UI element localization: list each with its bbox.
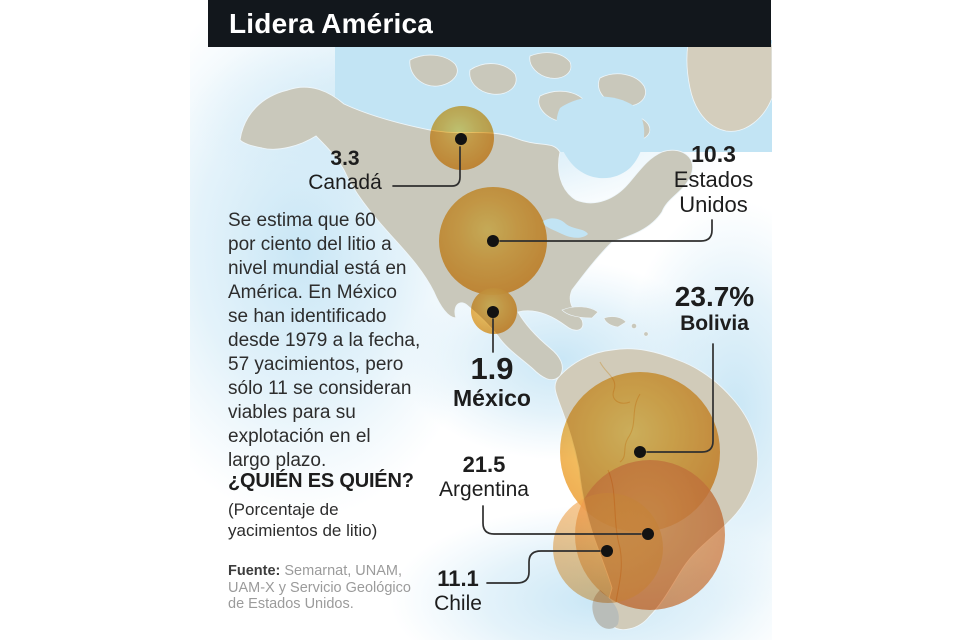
label-mexico: 1.9 México [432, 352, 552, 411]
source-label: Fuente: [228, 563, 281, 579]
argentina-name: Argentina [439, 478, 529, 501]
estados-unidos-value: 10.3 [691, 141, 736, 167]
caribbean-islands [561, 306, 649, 337]
dot-estados-unidos [487, 235, 499, 247]
dot-chile [601, 545, 613, 557]
section-subheading: (Porcentaje de yacimientos de litio) [228, 500, 378, 540]
title-bar: Lidera América [208, 0, 771, 47]
dot-mexico [487, 306, 499, 318]
label-chile: 11.1 Chile [398, 566, 518, 616]
leader-canada [392, 146, 461, 187]
greenland-landmass [686, 43, 772, 132]
leader-argentina [482, 505, 642, 535]
great-lakes [542, 218, 588, 238]
anchor-dots [455, 133, 654, 557]
mexico-value: 1.9 [470, 351, 514, 386]
argentina-value: 21.5 [462, 452, 506, 477]
canada-name: Canadá [308, 171, 382, 194]
source-note: Fuente: Semarnat, UNAM, UAM-X y Servicio… [228, 563, 428, 613]
dot-canada [455, 133, 467, 145]
canada-value: 3.3 [330, 147, 360, 170]
estados-unidos-name: Estados Unidos [673, 167, 754, 217]
mexico-name: México [453, 385, 531, 411]
dot-argentina [642, 528, 654, 540]
dot-bolivia [634, 446, 646, 458]
intro-paragraph: Se estima que 60 por ciento del litio a … [228, 210, 421, 471]
chile-value: 11.1 [437, 566, 479, 591]
bolivia-value: 23.7% [674, 281, 755, 312]
leader-estados-unidos [499, 219, 713, 242]
label-canada: 3.3 Canadá [297, 147, 393, 195]
label-bolivia: 23.7% Bolivia [652, 281, 777, 336]
leader-bolivia [646, 343, 714, 453]
chile-name: Chile [434, 592, 482, 615]
bolivia-name: Bolivia [680, 312, 749, 335]
source-text: Semarnat, UNAM, UAM-X y Servicio Geológi… [228, 563, 411, 612]
leader-chile [486, 550, 601, 584]
section-heading: ¿QUIÉN ES QUIÉN? [228, 470, 414, 492]
label-estados-unidos: 10.3 Estados Unidos [656, 141, 771, 217]
hudson-bay [556, 96, 645, 179]
leader-lines [392, 146, 714, 584]
page-title: Lidera América [229, 7, 434, 39]
label-argentina: 21.5 Argentina [424, 452, 544, 502]
